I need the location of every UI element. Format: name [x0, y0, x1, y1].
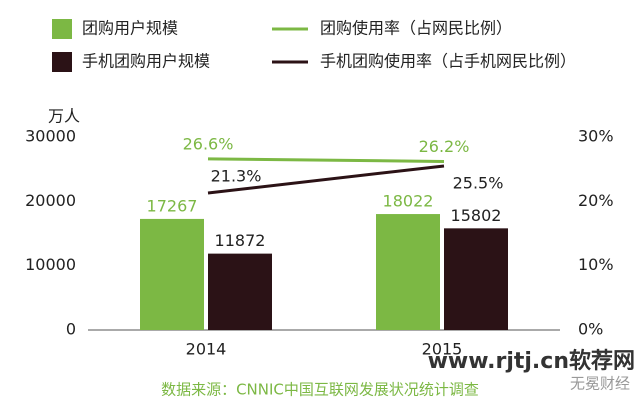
y2-tick-label: 10% — [578, 255, 614, 274]
bar — [208, 253, 272, 330]
bar — [444, 228, 508, 330]
x-tick-label: 2015 — [422, 340, 463, 359]
legend-swatch — [52, 19, 72, 39]
bar-value-label: 15802 — [451, 206, 502, 225]
legend-label: 团购使用率（占网民比例） — [320, 19, 512, 38]
bar — [376, 214, 440, 330]
legend-label: 团购用户规模 — [82, 19, 178, 38]
bar-value-label: 18022 — [383, 192, 434, 211]
line — [207, 164, 445, 195]
watermark: 无冕财经 — [570, 375, 630, 393]
y-tick-label: 20000 — [25, 191, 76, 210]
y-axis-label: 万人 — [48, 107, 80, 126]
legend-swatch — [52, 52, 72, 72]
bar-value-label: 11872 — [215, 231, 266, 250]
source: 数据来源：CNNIC中国互联网发展状况统计调查 — [161, 381, 479, 399]
legend-label: 手机团购用户规模 — [82, 52, 210, 71]
x-tick-label: 2014 — [186, 340, 227, 359]
y-tick-label: 30000 — [25, 127, 76, 146]
bar-value-label: 17267 — [147, 196, 198, 215]
bar — [140, 218, 204, 330]
line-value-label: 21.3% — [211, 166, 262, 185]
legend-label: 手机团购使用率（占手机网民比例） — [320, 52, 576, 71]
y2-tick-label: 30% — [578, 127, 614, 146]
watermark: www.rjtj.cn软荐网 — [428, 348, 635, 374]
line-value-label: 25.5% — [453, 173, 504, 192]
y2-tick-label: 0% — [578, 320, 603, 339]
y-tick-label: 0 — [66, 320, 76, 339]
y-tick-label: 10000 — [25, 255, 76, 274]
y2-tick-label: 20% — [578, 191, 614, 210]
line-value-label: 26.6% — [183, 134, 234, 153]
line — [207, 157, 445, 163]
line-value-label: 26.2% — [419, 137, 470, 156]
